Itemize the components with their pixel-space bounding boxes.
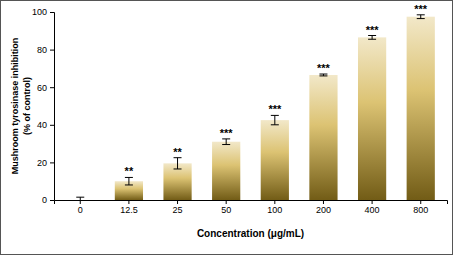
bar [358, 37, 386, 200]
y-axis-title: Mushroom tyrosinase inhibition [10, 38, 20, 175]
tick: 100 [267, 200, 282, 215]
tick-label: 200 [316, 205, 331, 215]
error-bar [417, 15, 425, 19]
annotations: ******************* [125, 3, 428, 178]
error-stem [420, 15, 421, 19]
error-bar [319, 74, 327, 76]
tick-mark [50, 87, 54, 88]
tick: 20 [37, 158, 54, 168]
tick-mark [274, 200, 275, 204]
error-cap [417, 18, 425, 19]
tick-label: 40 [37, 120, 47, 130]
tick-mark [50, 50, 54, 51]
bar [163, 163, 191, 200]
tick-label: 0 [42, 195, 47, 205]
tick-label: 100 [267, 205, 282, 215]
error-stem [372, 36, 373, 40]
y-axis: 0 20 40 60 80 100 [32, 7, 55, 205]
tick: 100 [32, 7, 54, 17]
error-cap [368, 39, 376, 40]
tick: 0 [42, 195, 54, 205]
tick-mark [226, 200, 227, 204]
bar [309, 75, 337, 200]
tick-label: 25 [173, 205, 183, 215]
bar [212, 142, 240, 200]
significance-label: *** [414, 3, 428, 15]
error-stem [177, 158, 178, 169]
significance-label: *** [268, 103, 282, 115]
chart: *******************020406080100012.52550… [0, 0, 453, 255]
y-axis-title: (% of control) [22, 77, 32, 135]
error-cap [222, 144, 230, 145]
tick-mark [177, 200, 178, 204]
tick: 800 [413, 200, 428, 215]
significance-label: ** [125, 165, 134, 177]
tick-label: 800 [413, 205, 428, 215]
tick-label: 50 [221, 205, 231, 215]
error-cap [76, 197, 84, 198]
error-stem [226, 139, 227, 145]
axis-line [50, 13, 55, 201]
tick-label: 400 [365, 205, 380, 215]
plot: *******************020406080100012.52550… [32, 3, 448, 216]
tick: 60 [37, 83, 54, 93]
marks [76, 15, 435, 200]
error-bar [222, 139, 230, 145]
tick-mark [50, 200, 54, 201]
error-cap [125, 184, 133, 185]
tick-mark [420, 200, 421, 204]
significance-label: *** [220, 127, 234, 139]
error-cap [271, 124, 279, 125]
error-bar [174, 158, 182, 169]
tick: 12.5 [120, 200, 138, 215]
tick: 0 [78, 200, 83, 215]
tick-mark [50, 125, 54, 126]
tick-label: 80 [37, 45, 47, 55]
tick-mark [372, 200, 373, 204]
tick-mark [80, 200, 81, 204]
tick-label: 60 [37, 83, 47, 93]
tick: 25 [173, 200, 183, 215]
tick-label: 100 [32, 7, 47, 17]
tick: 80 [37, 45, 54, 55]
tick-mark [323, 200, 324, 204]
significance-label: ** [173, 146, 182, 158]
error-bar [125, 177, 133, 185]
tick-mark [50, 162, 54, 163]
tick: 200 [316, 200, 331, 215]
axis-line [55, 201, 448, 205]
bar [407, 17, 435, 200]
tick: 40 [37, 120, 54, 130]
significance-label: *** [366, 24, 380, 36]
significance-label: *** [317, 62, 331, 74]
tick-mark [128, 200, 129, 204]
error-bar [368, 36, 376, 40]
tick: 50 [221, 200, 231, 215]
tick-label: 0 [78, 205, 83, 215]
bar [261, 120, 289, 200]
error-cap [319, 75, 327, 76]
error-bar [76, 197, 84, 200]
tick: 400 [365, 200, 380, 215]
error-stem [128, 177, 129, 185]
error-cap [174, 168, 182, 169]
tick-label: 20 [37, 158, 47, 168]
x-axis: 0 12.5 25 50 100 200 400 800 [55, 200, 448, 215]
frame [1, 1, 453, 255]
error-bar [271, 115, 279, 124]
tick-mark [50, 12, 54, 13]
tick-label: 12.5 [120, 205, 138, 215]
x-axis-title: Concentration (μg/mL) [197, 228, 304, 239]
error-stem [274, 115, 275, 124]
